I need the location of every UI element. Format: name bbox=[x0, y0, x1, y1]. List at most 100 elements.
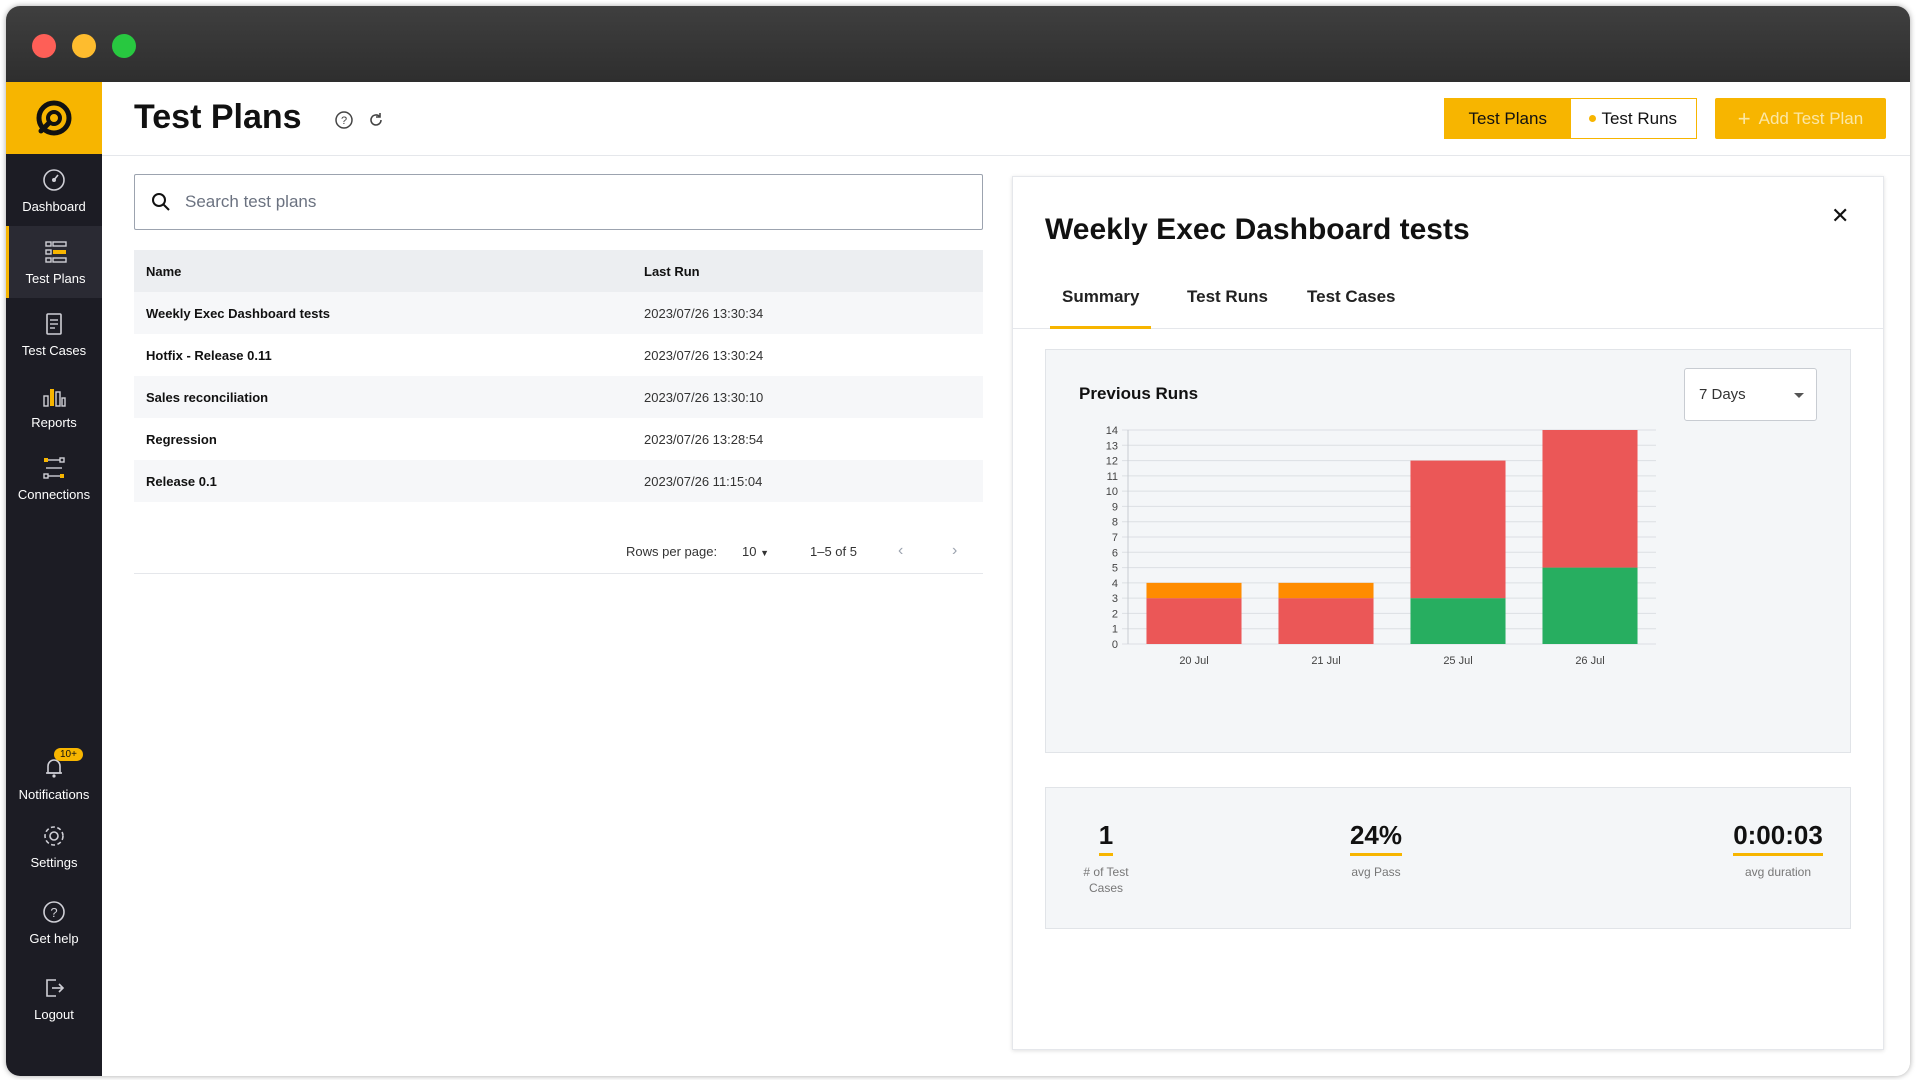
y-tick-label: 0 bbox=[1112, 639, 1118, 651]
sidebar-item-label: Test Cases bbox=[21, 342, 87, 358]
top-bar: Test Plans ? Test Plans Test Runs + Add T… bbox=[102, 82, 1910, 156]
page-title: Test Plans bbox=[134, 98, 302, 136]
sidebar-item-label: Test Plans bbox=[25, 270, 86, 286]
sidebar-item-reports[interactable]: Reports bbox=[6, 370, 102, 442]
add-test-plan-button[interactable]: + Add Test Plan bbox=[1715, 98, 1886, 139]
sidebar-item-label: Get help bbox=[29, 930, 79, 946]
row-last-run: 2023/07/26 13:30:34 bbox=[644, 305, 764, 321]
stat-value: 1 bbox=[1098, 820, 1114, 856]
svg-text:?: ? bbox=[341, 115, 347, 127]
close-icon[interactable]: ✕ bbox=[1831, 203, 1850, 228]
sidebar-item-label: Settings bbox=[30, 854, 78, 870]
column-header-last-run[interactable]: Last Run bbox=[644, 263, 700, 279]
row-name: Hotfix - Release 0.11 bbox=[146, 347, 272, 363]
sidebar-item-dashboard[interactable]: Dashboard bbox=[6, 154, 102, 226]
x-tick-label: 26 Jul bbox=[1575, 655, 1604, 667]
app-logo[interactable] bbox=[6, 82, 102, 154]
chevron-down-icon: ▼ bbox=[760, 548, 770, 558]
maximize-window-button[interactable] bbox=[112, 34, 136, 58]
stat-avg-duration: 0:00:03 avg duration bbox=[1726, 820, 1830, 880]
bar-segment bbox=[1146, 582, 1242, 599]
table-row[interactable]: Sales reconciliation 2023/07/26 13:30:10 bbox=[134, 376, 983, 418]
stat-label: avg Pass bbox=[1351, 865, 1401, 879]
stat-avg-pass: 24% avg Pass bbox=[1336, 820, 1416, 880]
tab-test-cases[interactable]: Test Cases bbox=[1307, 287, 1396, 306]
column-header-name[interactable]: Name bbox=[146, 263, 182, 279]
tab-test-runs[interactable]: Test Runs bbox=[1187, 287, 1268, 306]
stat-label: avg duration bbox=[1744, 865, 1812, 879]
row-last-run: 2023/07/26 13:30:10 bbox=[644, 389, 764, 405]
close-window-button[interactable] bbox=[32, 34, 56, 58]
sidebar-item-label: Notifications bbox=[18, 786, 90, 802]
chart-title: Previous Runs bbox=[1079, 384, 1199, 403]
y-tick-label: 2 bbox=[1112, 608, 1118, 620]
bar-segment bbox=[1542, 430, 1638, 568]
table-row[interactable]: Regression 2023/07/26 13:28:54 bbox=[134, 418, 983, 460]
app-window: Dashboard Test Plans Test Cases Reports … bbox=[6, 6, 1910, 1076]
status-dot bbox=[1589, 115, 1597, 122]
y-tick-label: 7 bbox=[1112, 532, 1118, 544]
logo-icon bbox=[36, 100, 72, 136]
rows-per-page-value: 10 bbox=[742, 544, 757, 559]
stat-test-cases: 1 # of Test Cases bbox=[1082, 820, 1130, 896]
minimize-window-button[interactable] bbox=[72, 34, 96, 58]
row-name: Regression bbox=[146, 431, 217, 447]
gear-icon bbox=[44, 825, 64, 846]
table-header: Name Last Run bbox=[134, 250, 983, 292]
chevron-left-icon[interactable]: ‹ bbox=[898, 542, 904, 559]
sidebar-item-label: Connections bbox=[17, 486, 91, 502]
row-last-run: 2023/07/26 13:30:24 bbox=[644, 347, 764, 363]
bar-segment bbox=[1410, 460, 1506, 599]
sidebar-item-connections[interactable]: Connections bbox=[6, 442, 102, 514]
stat-value: 0:00:03 bbox=[1733, 820, 1823, 856]
chevron-right-icon[interactable]: › bbox=[952, 542, 958, 559]
bar-segment bbox=[1278, 582, 1374, 599]
row-name: Weekly Exec Dashboard tests bbox=[146, 305, 331, 321]
y-tick-label: 14 bbox=[1106, 425, 1118, 437]
plus-icon: + bbox=[1737, 105, 1751, 131]
table-row[interactable]: Weekly Exec Dashboard tests 2023/07/26 13… bbox=[134, 292, 983, 334]
y-tick-label: 13 bbox=[1106, 440, 1118, 452]
sidebar-item-test-plans[interactable]: Test Plans bbox=[6, 226, 102, 298]
row-last-run: 2023/07/26 11:15:04 bbox=[644, 473, 763, 489]
detail-panel: Weekly Exec Dashboard tests ✕ Summary Te… bbox=[1012, 176, 1884, 1050]
sidebar-item-get-help[interactable]: ? Get help bbox=[6, 886, 102, 958]
y-tick-label: 9 bbox=[1112, 501, 1118, 513]
sidebar-item-logout[interactable]: Logout bbox=[6, 962, 102, 1034]
bar-segment bbox=[1278, 598, 1374, 644]
y-tick-label: 6 bbox=[1112, 547, 1118, 559]
sidebar-item-label: Logout bbox=[34, 1006, 74, 1022]
sidebar-item-test-cases[interactable]: Test Cases bbox=[6, 298, 102, 370]
search-icon bbox=[152, 193, 170, 211]
detail-title: Weekly Exec Dashboard tests bbox=[1045, 213, 1470, 246]
search-input[interactable] bbox=[185, 192, 945, 212]
rows-per-page-select[interactable]: 10 ▼ bbox=[742, 544, 769, 559]
bar-segment bbox=[1542, 567, 1638, 644]
toggle-test-plans[interactable]: Test Plans bbox=[1445, 99, 1571, 138]
help-circle-icon[interactable]: ? bbox=[334, 110, 354, 130]
stat-value: 24% bbox=[1349, 820, 1403, 856]
sidebar-item-notifications[interactable]: 10+ Notifications bbox=[6, 742, 102, 814]
row-last-run: 2023/07/26 13:28:54 bbox=[644, 431, 764, 447]
row-name: Sales reconciliation bbox=[146, 389, 269, 405]
title-bar bbox=[6, 6, 1910, 82]
svg-text:?: ? bbox=[50, 905, 57, 920]
row-name: Release 0.1 bbox=[146, 473, 217, 489]
rows-per-page-label: Rows per page: bbox=[626, 544, 718, 559]
table-row[interactable]: Release 0.1 2023/07/26 11:15:04 bbox=[134, 460, 983, 502]
sidebar-item-label: Dashboard bbox=[22, 198, 86, 214]
test-plans-icon bbox=[44, 240, 67, 263]
notification-badge: 10+ bbox=[54, 748, 83, 761]
y-tick-label: 1 bbox=[1112, 624, 1118, 636]
table-body: Weekly Exec Dashboard tests 2023/07/26 13… bbox=[134, 292, 983, 502]
sidebar-item-settings[interactable]: Settings bbox=[6, 810, 102, 882]
bell-icon bbox=[46, 758, 62, 778]
toggle-test-runs[interactable]: Test Runs bbox=[1570, 99, 1696, 138]
logout-icon bbox=[46, 978, 65, 997]
table-row[interactable]: Hotfix - Release 0.11 2023/07/26 13:30:24 bbox=[134, 334, 983, 376]
refresh-icon[interactable] bbox=[366, 110, 386, 130]
range-select[interactable]: 7 Days bbox=[1684, 368, 1817, 421]
tab-summary[interactable]: Summary bbox=[1050, 287, 1152, 329]
help-icon: ? bbox=[43, 900, 65, 923]
